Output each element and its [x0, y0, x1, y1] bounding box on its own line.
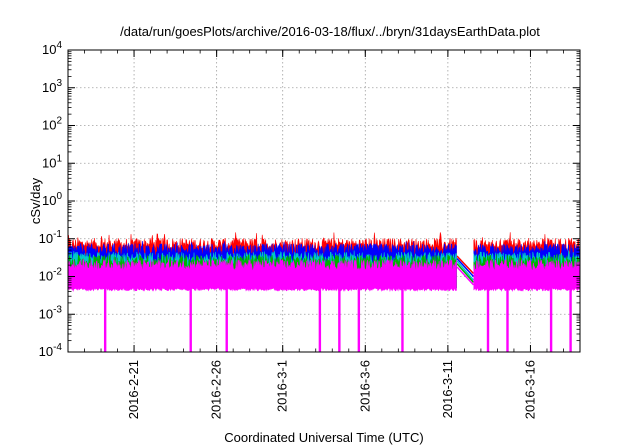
plot-series — [67, 232, 580, 352]
series-dip — [549, 287, 553, 352]
y-tick-label: 103 — [42, 78, 62, 95]
gap-connector — [456, 266, 475, 286]
x-tick-label: 2016-3-16 — [522, 360, 537, 419]
series-dip — [569, 287, 572, 352]
y-axis: 10-4 10-3 10-2 10-1 100 101 102 103 104 — [39, 40, 580, 359]
series-dip — [401, 287, 404, 352]
series-dip — [225, 287, 228, 352]
y-tick-label: 10-4 — [39, 342, 63, 359]
gap-connector — [456, 257, 475, 278]
series-dip — [318, 287, 322, 352]
grid — [68, 50, 580, 352]
series-dip — [486, 287, 490, 352]
series-dip — [338, 287, 341, 352]
y-tick-label: 102 — [42, 116, 62, 133]
x-tick-label: 2016-3-11 — [440, 360, 455, 418]
x-tick-label: 2016-2-21 — [126, 360, 141, 419]
x-axis-label: Coordinated Universal Time (UTC) — [224, 430, 423, 445]
gap-connector — [456, 263, 475, 283]
y-tick-label: 10-1 — [39, 229, 63, 246]
chart-title: /data/run/goesPlots/archive/2016-03-18/f… — [120, 24, 540, 39]
y-tick-label: 10-2 — [39, 267, 63, 284]
series-area — [67, 258, 457, 292]
y-tick-label: 100 — [42, 191, 62, 208]
x-axis: 2016-2-21 2016-2-26 2016-3-1 2016-3-6 2016-3… — [84, 50, 564, 419]
x-tick-label: 2016-3-6 — [357, 360, 372, 412]
x-tick-label: 2016-2-26 — [209, 360, 224, 419]
y-tick-label: 101 — [42, 153, 62, 170]
series-dip — [189, 287, 192, 352]
series-dip — [103, 287, 107, 352]
gap-connector — [456, 255, 475, 275]
series-dip — [506, 287, 509, 352]
y-axis-label: cSv/day — [28, 177, 43, 224]
gap-connector — [456, 260, 475, 281]
y-tick-label: 10-3 — [39, 304, 63, 321]
x-tick-label: 2016-3-1 — [275, 360, 290, 412]
plot-frame — [67, 49, 581, 353]
y-tick-label: 104 — [42, 40, 62, 57]
series-dip — [357, 287, 361, 352]
